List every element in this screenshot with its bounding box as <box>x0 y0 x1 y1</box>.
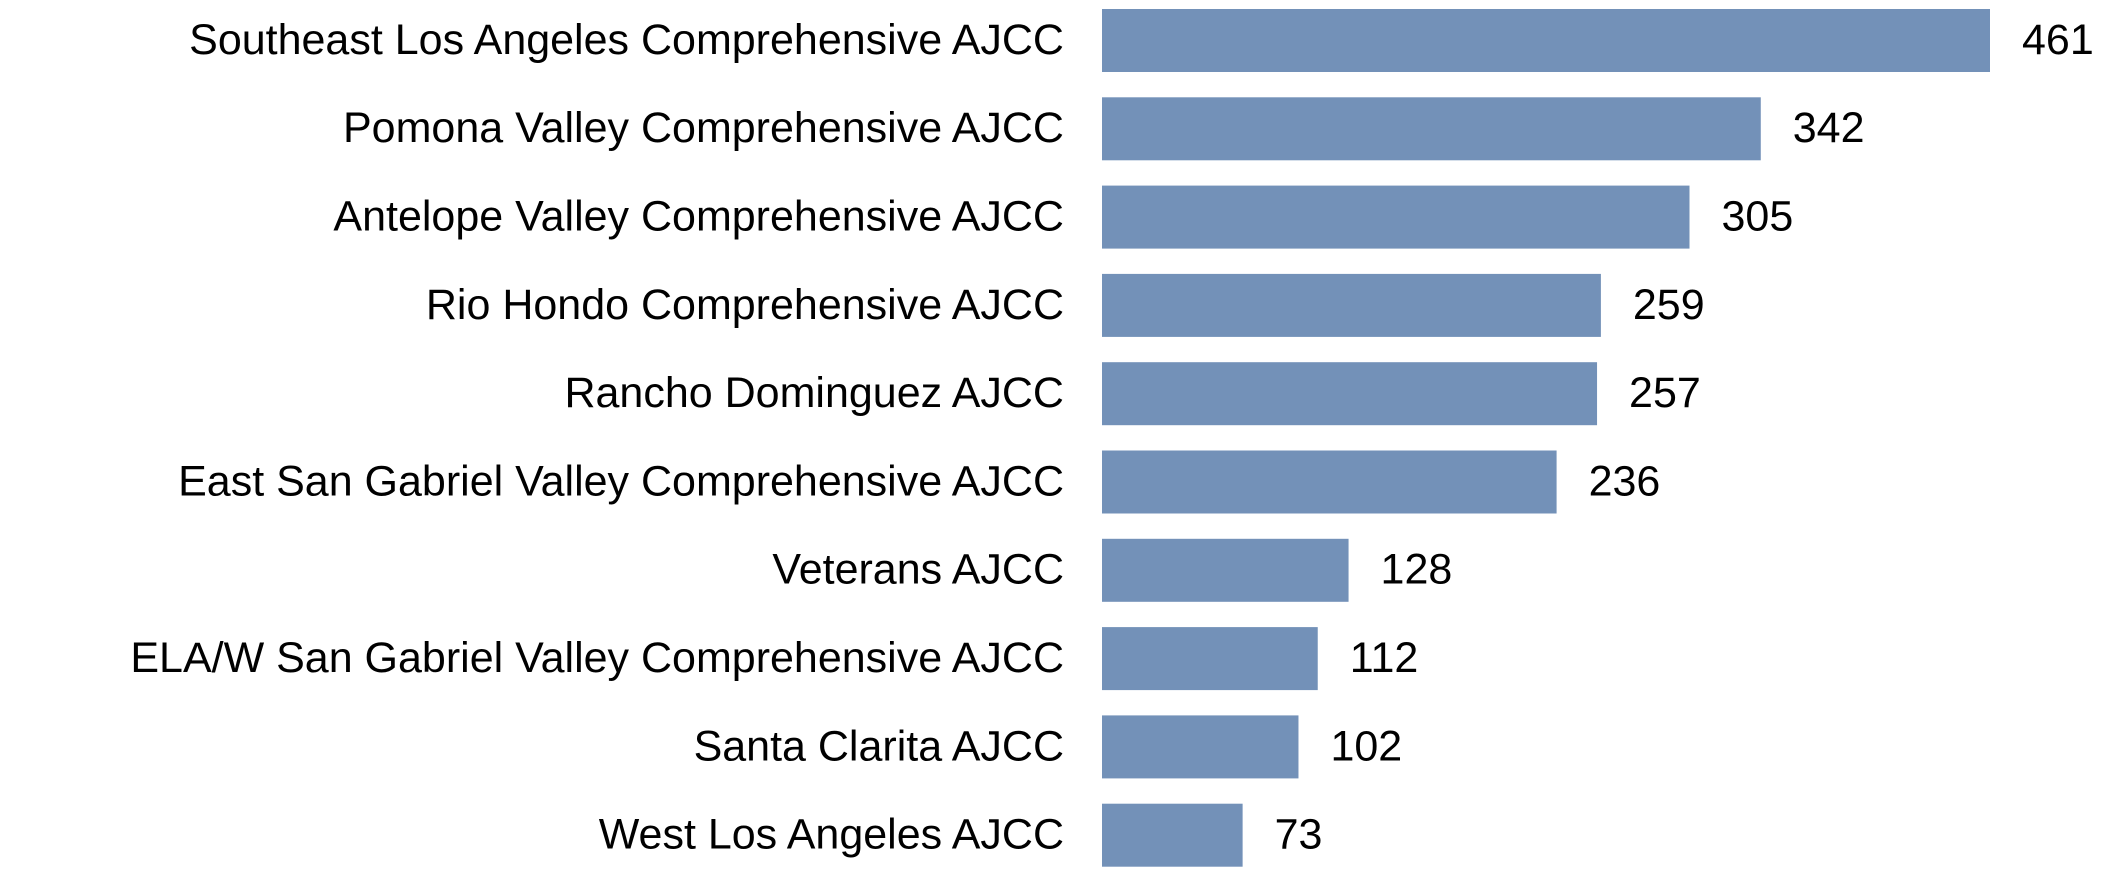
category-label: Rancho Dominguez AJCC <box>564 369 1064 417</box>
category-label: West Los Angeles AJCC <box>599 811 1064 859</box>
bar <box>1102 803 1243 867</box>
category-label: ELA/W San Gabriel Valley Comprehensive A… <box>130 634 1064 682</box>
value-label: 461 <box>2022 16 2094 64</box>
category-label: Veterans AJCC <box>772 546 1064 594</box>
value-label: 305 <box>1722 192 1794 240</box>
bar <box>1102 627 1318 691</box>
value-label: 342 <box>1793 104 1865 152</box>
category-label: Antelope Valley Comprehensive AJCC <box>333 192 1064 240</box>
value-label: 257 <box>1629 369 1701 417</box>
value-label: 112 <box>1350 634 1419 682</box>
bar <box>1102 273 1601 337</box>
bar <box>1102 97 1761 161</box>
bar <box>1102 715 1299 779</box>
value-label: 73 <box>1275 811 1323 859</box>
bar <box>1102 450 1557 514</box>
bar <box>1102 185 1690 249</box>
value-label: 102 <box>1330 722 1402 770</box>
category-label: Rio Hondo Comprehensive AJCC <box>426 281 1064 329</box>
bar <box>1102 362 1598 426</box>
value-label: 236 <box>1589 457 1661 505</box>
value-label: 128 <box>1381 546 1453 594</box>
bar <box>1102 538 1349 602</box>
category-label: Santa Clarita AJCC <box>694 722 1064 770</box>
category-label: East San Gabriel Valley Comprehensive AJ… <box>178 457 1064 505</box>
category-label: Pomona Valley Comprehensive AJCC <box>343 104 1064 152</box>
category-label: Southeast Los Angeles Comprehensive AJCC <box>189 16 1064 64</box>
bar <box>1102 9 1990 72</box>
value-label: 259 <box>1633 281 1705 329</box>
